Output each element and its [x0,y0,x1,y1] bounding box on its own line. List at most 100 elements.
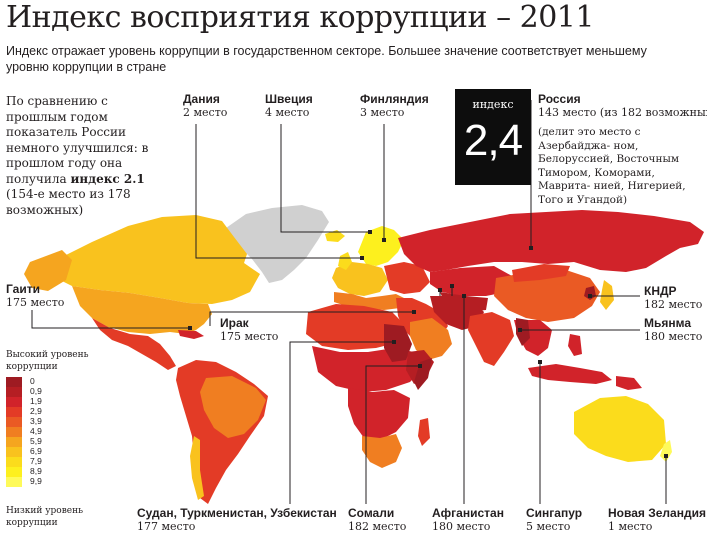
dprk-place: 182 место [644,298,703,311]
dot-sweden [368,230,372,234]
legend-swatch [6,387,22,397]
leader-iraq [209,311,414,326]
russia-place: 143 место (из 182 возможных) [538,106,707,119]
legend-swatch [6,437,22,447]
dot-finland [382,238,386,242]
finland-place: 3 место [360,106,405,119]
myanmar-region [516,318,530,346]
legend-value: 9,9 [30,476,42,486]
brazil-region [200,376,266,438]
legend-low-label: Низкий уровень коррупции [6,506,84,528]
greenland-region [226,205,329,283]
russia-index-box: индекс 2,4 [455,89,531,185]
mongolia-region [512,264,570,282]
russia-comparison-note: По сравнению с прошлым годом показатель … [6,94,171,218]
legend-value: 2,9 [30,406,42,416]
index-caption: индекс [472,98,514,111]
somalia-region [414,358,432,390]
kazakhstan-region [430,266,512,296]
arabia-region [410,318,452,360]
legend-value: 0 [30,376,35,386]
new-zealand-name: Новая Зеландия [608,506,706,520]
russia-name: Россия [538,92,581,106]
dot-afghanistan [462,294,466,298]
legend-swatch [6,397,22,407]
sweden-place: 4 место [265,106,310,119]
iceland-region [325,230,345,242]
western-europe-region [332,262,388,296]
dot-new-zealand [664,454,668,458]
dot-singapore [538,360,542,364]
myanmar-place: 180 место [644,330,703,343]
sudan-name: Судан, Туркменистан, Узбекистан [137,506,337,520]
russia-detail: (делит это место с Азербайджа- ном, Бело… [538,126,686,206]
scandinavia-region [358,226,404,266]
legend-value: 0,9 [30,386,42,396]
dot-myanmar [518,328,522,332]
label-iraq: Ирак 175 место [220,316,278,343]
legend-value: 5,9 [30,436,42,446]
label-new-zealand: Новая Зеландия 1 место [608,506,706,533]
somalia-place: 182 место [348,520,407,533]
index-value: 2,4 [463,116,523,165]
canada-region [56,215,260,304]
haiti-place: 175 место [6,296,65,309]
label-sweden: Швеция 4 место [265,92,313,119]
russia-note-tail: (154-е место из 178 возможных) [6,187,131,217]
new-zealand-place: 1 место [608,520,653,533]
legend-swatch [6,467,22,477]
north-africa-region [306,304,406,350]
dot-uzbekistan [450,284,454,288]
legend-value: 7,9 [30,456,42,466]
legend-swatch [6,447,22,457]
indonesia-region [528,364,612,384]
dprk-name: КНДР [644,284,677,298]
afghanistan-name: Афганистан [432,506,504,520]
dot-somalia [418,364,422,368]
somalia-name: Сомали [348,506,395,520]
iraq-name: Ирак [220,316,249,330]
dot-denmark [360,256,364,260]
leader-dots [188,230,668,458]
page-subtitle: Индекс отражает уровень коррупции в госу… [6,44,647,74]
sudan-place: 177 место [137,520,196,533]
legend-value: 3,9 [30,416,42,426]
papua-region [616,376,642,390]
sweden-name: Швеция [265,92,313,106]
dot-turkmenistan [438,288,442,292]
legend-swatch [6,377,22,387]
alaska-region [24,250,72,291]
label-finland: Финляндия 3 место [360,92,429,119]
mexico-region [92,318,176,370]
russia-note-text: По сравнению с прошлым годом показатель … [6,94,149,186]
southern-africa-region [362,434,402,468]
label-russia: Россия 143 место (из 182 возможных) [538,92,707,119]
leader-haiti [31,310,190,329]
label-haiti: Гаити 175 место [6,282,64,309]
page-title: Индекс восприятия коррупции – 2011 [6,0,594,35]
singapore-name: Сингапур [526,506,583,520]
legend-value: 1,9 [30,396,42,406]
label-afghanistan: Афганистан 180 место [432,506,504,533]
label-somalia: Сомали 182 место [348,506,406,533]
new-zealand-region [660,440,672,462]
uk-region [338,252,352,270]
label-myanmar: Мьянма 180 место [644,316,702,343]
india-region [468,312,514,366]
afghanistan-place: 180 место [432,520,491,533]
caribbean-region [178,330,204,339]
legend-swatch [6,427,22,437]
dot-haiti [188,326,192,330]
leader-denmark [195,124,362,259]
russia-note-bold: индекс 2.1 [70,171,145,186]
legend-value: 8,9 [30,466,42,476]
singapore-place: 5 место [526,520,571,533]
legend-swatch [6,457,22,467]
central-africa-region [348,388,410,440]
dot-russia [529,246,533,250]
leader-lines [31,100,667,504]
russia-region [398,210,704,272]
usa-region [72,286,212,334]
legend-swatch [6,407,22,417]
